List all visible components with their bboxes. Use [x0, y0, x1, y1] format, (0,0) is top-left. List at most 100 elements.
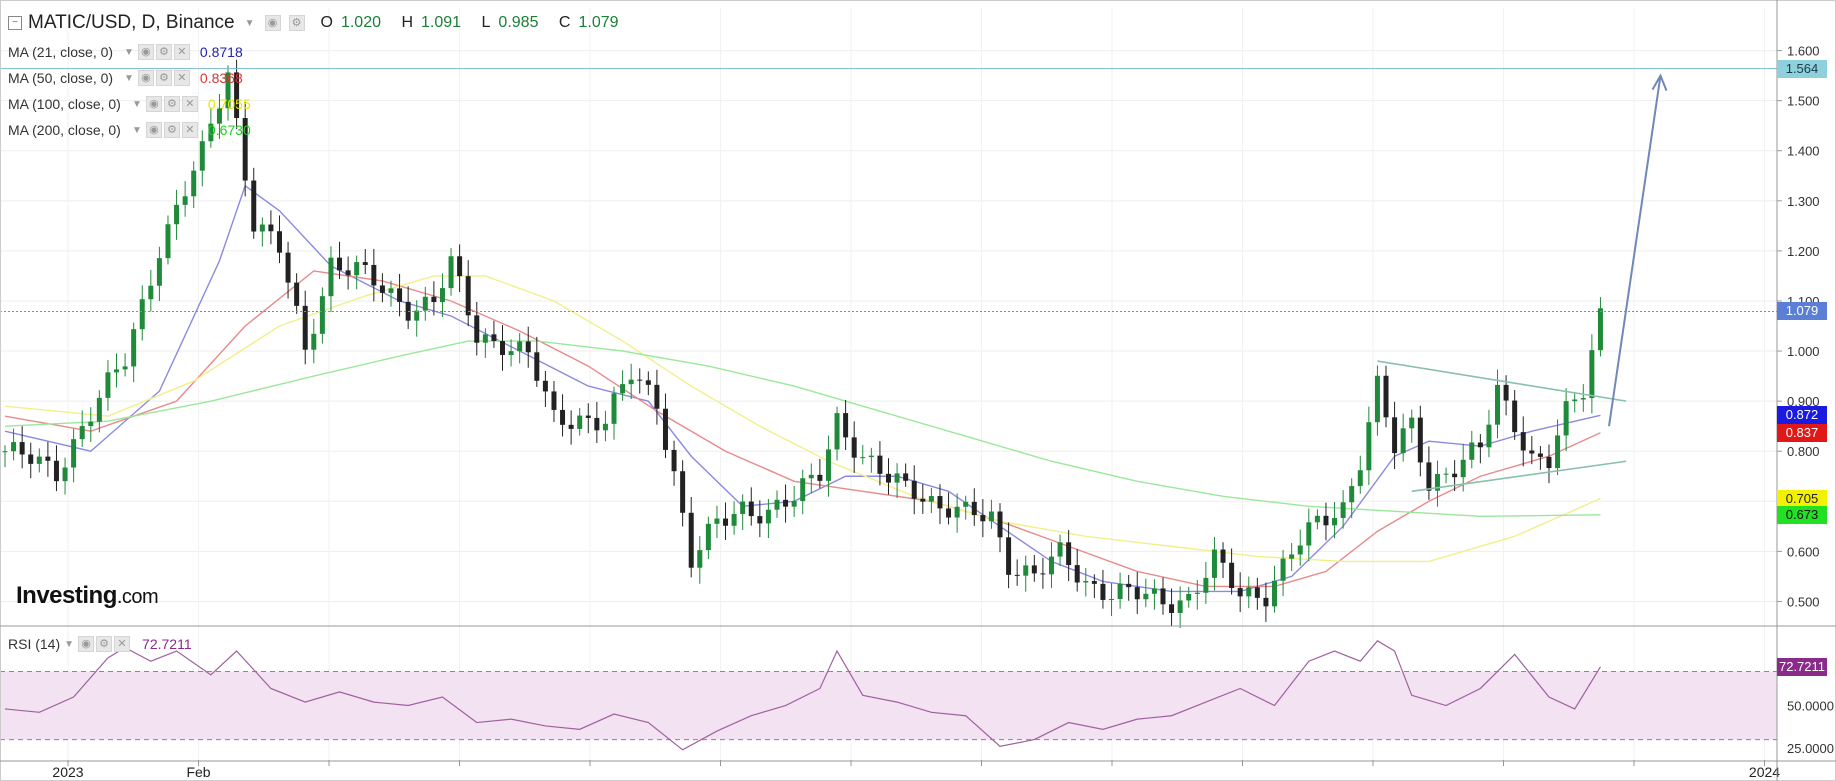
chevron-down-icon[interactable]: ▼	[132, 98, 142, 110]
indicator-value: 0.6730	[207, 122, 251, 138]
candle-body	[182, 196, 188, 205]
investing-logo: Investing.com	[16, 582, 159, 609]
chevron-down-icon[interactable]: ▼	[244, 17, 255, 29]
chevron-down-icon[interactable]: ▼	[132, 124, 142, 136]
candle-body	[1289, 554, 1295, 559]
candle-body	[765, 509, 771, 524]
indicator-label[interactable]: MA (100, close, 0)	[8, 96, 121, 112]
candlestick-series[interactable]	[2, 59, 1603, 628]
indicator-label[interactable]: MA (50, close, 0)	[8, 70, 114, 86]
rsi-line	[4, 640, 1601, 751]
candle-body	[946, 508, 952, 518]
candle-body	[242, 117, 248, 181]
candle-body	[148, 285, 154, 300]
gear-icon[interactable]: ⚙	[163, 96, 180, 112]
candle-body	[71, 439, 77, 468]
eye-icon[interactable]: ◉	[145, 96, 162, 112]
candle-body	[645, 380, 651, 385]
candle-body	[1186, 593, 1192, 601]
candle-body	[1486, 424, 1492, 448]
close-icon[interactable]: ✕	[181, 122, 198, 138]
candle-body	[216, 108, 222, 124]
candle-body	[1366, 422, 1372, 471]
eye-icon[interactable]: ◉	[137, 44, 154, 60]
candle-body	[928, 496, 934, 502]
candle-body	[560, 409, 566, 425]
symbol-title[interactable]: MATIC/USD, D, Binance	[28, 12, 235, 33]
candle-body	[542, 380, 548, 392]
candle-body	[1434, 474, 1440, 491]
gear-icon[interactable]: ⚙	[155, 44, 172, 60]
candle-body	[422, 296, 428, 311]
candle-body	[911, 480, 917, 499]
candle-body	[1580, 398, 1586, 400]
candle-body	[1460, 459, 1466, 478]
candle-body	[1031, 565, 1037, 574]
candle-body	[1349, 486, 1355, 503]
y-tick-label: 0.600	[1787, 544, 1820, 559]
candle-body	[1357, 470, 1363, 487]
candle-body	[1117, 583, 1123, 600]
candle-body	[1169, 604, 1175, 613]
close-icon[interactable]: ✕	[114, 636, 131, 652]
candle-body	[208, 123, 214, 142]
candle-body	[1306, 522, 1312, 546]
candle-body	[457, 256, 463, 277]
chevron-down-icon[interactable]: ▼	[124, 46, 134, 58]
candle-body	[791, 501, 797, 507]
candle-body	[886, 473, 891, 483]
y-tick-label: 1.400	[1787, 144, 1820, 159]
chart-header: − MATIC/USD, D, Binance ▼ ◉ ⚙ O 1.020 H 1.…	[8, 12, 635, 34]
eye-icon[interactable]: ◉	[264, 15, 281, 31]
close-label: C	[558, 14, 571, 31]
collapse-icon[interactable]: −	[8, 16, 22, 30]
chevron-down-icon[interactable]: ▼	[64, 638, 75, 650]
rsi-label[interactable]: RSI (14)	[8, 636, 61, 652]
gear-icon[interactable]: ⚙	[288, 15, 305, 31]
candle-body	[1014, 574, 1020, 576]
drawing-overlays[interactable]	[0, 68, 1777, 493]
candle-body	[1477, 442, 1483, 448]
candle-body	[654, 384, 660, 409]
candle-body	[1280, 558, 1286, 581]
gear-icon[interactable]: ⚙	[163, 122, 180, 138]
candle-body	[1263, 597, 1269, 607]
candle-body	[825, 449, 831, 481]
rsi-value: 72.7211	[142, 636, 192, 652]
candle-body	[1006, 537, 1012, 575]
candle-body	[508, 351, 514, 355]
candle-body	[131, 329, 137, 367]
price-tag: 1.564	[1777, 59, 1827, 78]
indicator-value: 0.8718	[199, 44, 243, 60]
candle-body	[276, 231, 282, 253]
chevron-down-icon[interactable]: ▼	[124, 72, 134, 84]
x-tick-label: Feb	[186, 764, 210, 780]
candle-body	[1503, 384, 1509, 401]
candle-body	[191, 170, 197, 197]
close-icon[interactable]: ✕	[173, 70, 190, 86]
indicator-label[interactable]: MA (200, close, 0)	[8, 122, 121, 138]
close-icon[interactable]: ✕	[173, 44, 190, 60]
gear-icon[interactable]: ⚙	[96, 636, 113, 652]
gear-icon[interactable]: ⚙	[155, 70, 172, 86]
close-icon[interactable]: ✕	[181, 96, 198, 112]
indicator-value: 0.7055	[207, 96, 251, 112]
y-tick-label: 0.500	[1787, 594, 1820, 609]
candle-body	[1426, 462, 1432, 491]
candle-body	[1529, 450, 1535, 454]
y-tick-label: 1.500	[1787, 94, 1820, 109]
candle-body	[1469, 442, 1475, 460]
arrowhead-icon	[1651, 73, 1668, 91]
candle-body	[1100, 583, 1106, 600]
candle-body	[697, 550, 703, 568]
rsi-tick-label: 50.0000	[1787, 699, 1834, 714]
candle-body	[1134, 587, 1140, 600]
candle-body	[62, 467, 68, 482]
indicator-row-ma200: MA (200, close, 0) ▼ ◉ ⚙ ✕ 0.6730	[8, 120, 251, 140]
indicator-label[interactable]: MA (21, close, 0)	[8, 44, 114, 60]
eye-icon[interactable]: ◉	[137, 70, 154, 86]
eye-icon[interactable]: ◉	[78, 636, 95, 652]
candle-body	[302, 305, 308, 350]
eye-icon[interactable]: ◉	[145, 122, 162, 138]
